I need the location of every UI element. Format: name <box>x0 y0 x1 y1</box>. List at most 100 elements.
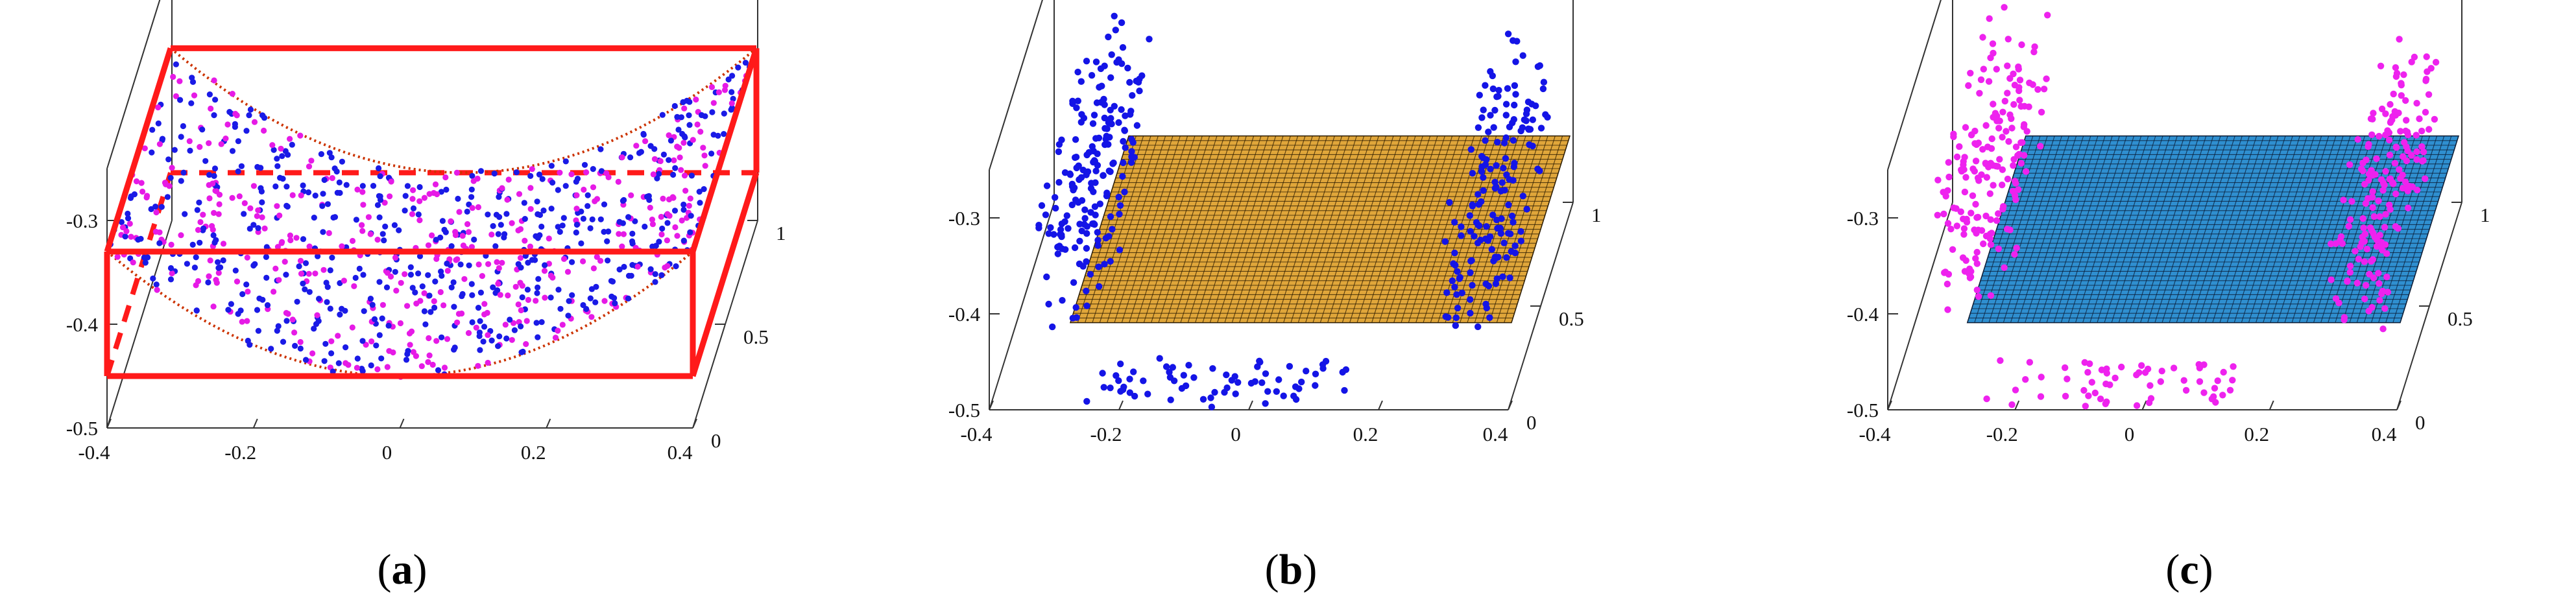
y-tick-label: 0.5 <box>743 326 769 348</box>
data-point <box>507 316 513 323</box>
data-point <box>702 113 708 119</box>
data-point <box>432 278 439 285</box>
data-point <box>2413 148 2420 156</box>
data-point <box>1944 306 1951 313</box>
data-point <box>205 279 211 286</box>
data-point <box>211 172 217 179</box>
data-point <box>619 243 625 250</box>
data-point <box>327 305 333 312</box>
data-point <box>708 84 716 90</box>
data-point <box>1081 215 1089 222</box>
data-point <box>306 243 313 250</box>
data-point <box>481 324 488 330</box>
panel-c: -0.4 -0.2 0 0.2 0.400.51-0.5-0.4-0.3 <box>1847 0 2490 445</box>
data-point <box>308 158 315 164</box>
data-point <box>381 200 388 206</box>
data-point <box>1071 244 1079 252</box>
data-point <box>477 318 483 324</box>
data-point <box>574 176 581 182</box>
data-point <box>501 234 507 241</box>
data-point <box>283 318 290 324</box>
data-point <box>2345 222 2352 230</box>
data-point <box>1077 119 1085 126</box>
data-point <box>2030 48 2038 56</box>
data-point <box>229 195 235 201</box>
data-point <box>141 254 147 261</box>
data-point <box>1103 125 1111 132</box>
data-point <box>1495 87 1502 94</box>
data-point <box>1441 238 1449 245</box>
data-point <box>1069 314 1077 322</box>
data-point <box>621 263 627 270</box>
data-point <box>1074 68 1081 76</box>
data-point <box>590 265 597 272</box>
data-point <box>587 225 594 231</box>
data-point <box>1055 179 1063 186</box>
data-point <box>498 222 504 228</box>
data-point <box>215 211 222 217</box>
data-point <box>426 352 433 359</box>
data-point <box>518 323 524 329</box>
data-point <box>1502 101 1510 108</box>
data-point <box>407 272 415 278</box>
data-point <box>1109 226 1116 233</box>
data-point <box>728 100 735 106</box>
data-point <box>716 89 722 95</box>
data-point <box>247 226 253 232</box>
data-point <box>1508 212 1516 220</box>
data-point <box>339 158 346 165</box>
data-point <box>1972 200 1979 208</box>
data-point <box>2014 152 2021 159</box>
data-point <box>2001 264 2008 271</box>
data-point <box>448 218 454 224</box>
data-point <box>2379 287 2387 295</box>
data-point <box>1960 158 1967 165</box>
data-point <box>1980 240 1987 248</box>
data-point <box>1489 85 1497 93</box>
data-point <box>1118 106 1125 113</box>
data-point <box>197 219 204 226</box>
data-point <box>1096 200 1104 207</box>
x-tick-label: 0.2 <box>2244 423 2269 445</box>
data-point <box>597 146 604 152</box>
data-point <box>1094 237 1101 244</box>
data-point <box>2399 185 2407 192</box>
data-point <box>328 338 335 344</box>
data-point <box>206 91 213 98</box>
data-point <box>439 334 445 340</box>
data-point <box>1537 124 1545 132</box>
data-point <box>548 206 555 212</box>
data-point <box>114 254 121 260</box>
data-point <box>1119 44 1127 51</box>
data-point <box>410 187 416 193</box>
data-point <box>182 211 188 217</box>
data-point <box>306 289 313 295</box>
data-point <box>1458 232 1465 239</box>
data-point <box>241 211 247 217</box>
data-point <box>549 180 556 186</box>
data-point <box>1480 106 1487 113</box>
data-point <box>491 171 498 177</box>
data-point <box>1118 19 1125 27</box>
data-point <box>456 209 463 215</box>
data-point <box>1207 394 1214 401</box>
data-point <box>515 261 522 267</box>
data-point <box>337 311 343 318</box>
data-point <box>306 270 312 277</box>
data-point <box>628 272 634 279</box>
data-point <box>1058 220 1066 228</box>
data-point <box>680 206 687 213</box>
data-point <box>475 261 482 268</box>
data-point <box>235 138 241 145</box>
data-point <box>634 263 641 270</box>
data-point <box>1468 257 1475 264</box>
data-point <box>229 91 235 97</box>
data-point <box>1987 292 1995 299</box>
data-point <box>2346 161 2353 169</box>
data-point <box>517 226 524 232</box>
data-point <box>580 215 587 222</box>
data-point <box>2091 389 2099 397</box>
data-point <box>701 186 707 193</box>
data-point <box>529 166 535 172</box>
data-point <box>141 145 148 152</box>
